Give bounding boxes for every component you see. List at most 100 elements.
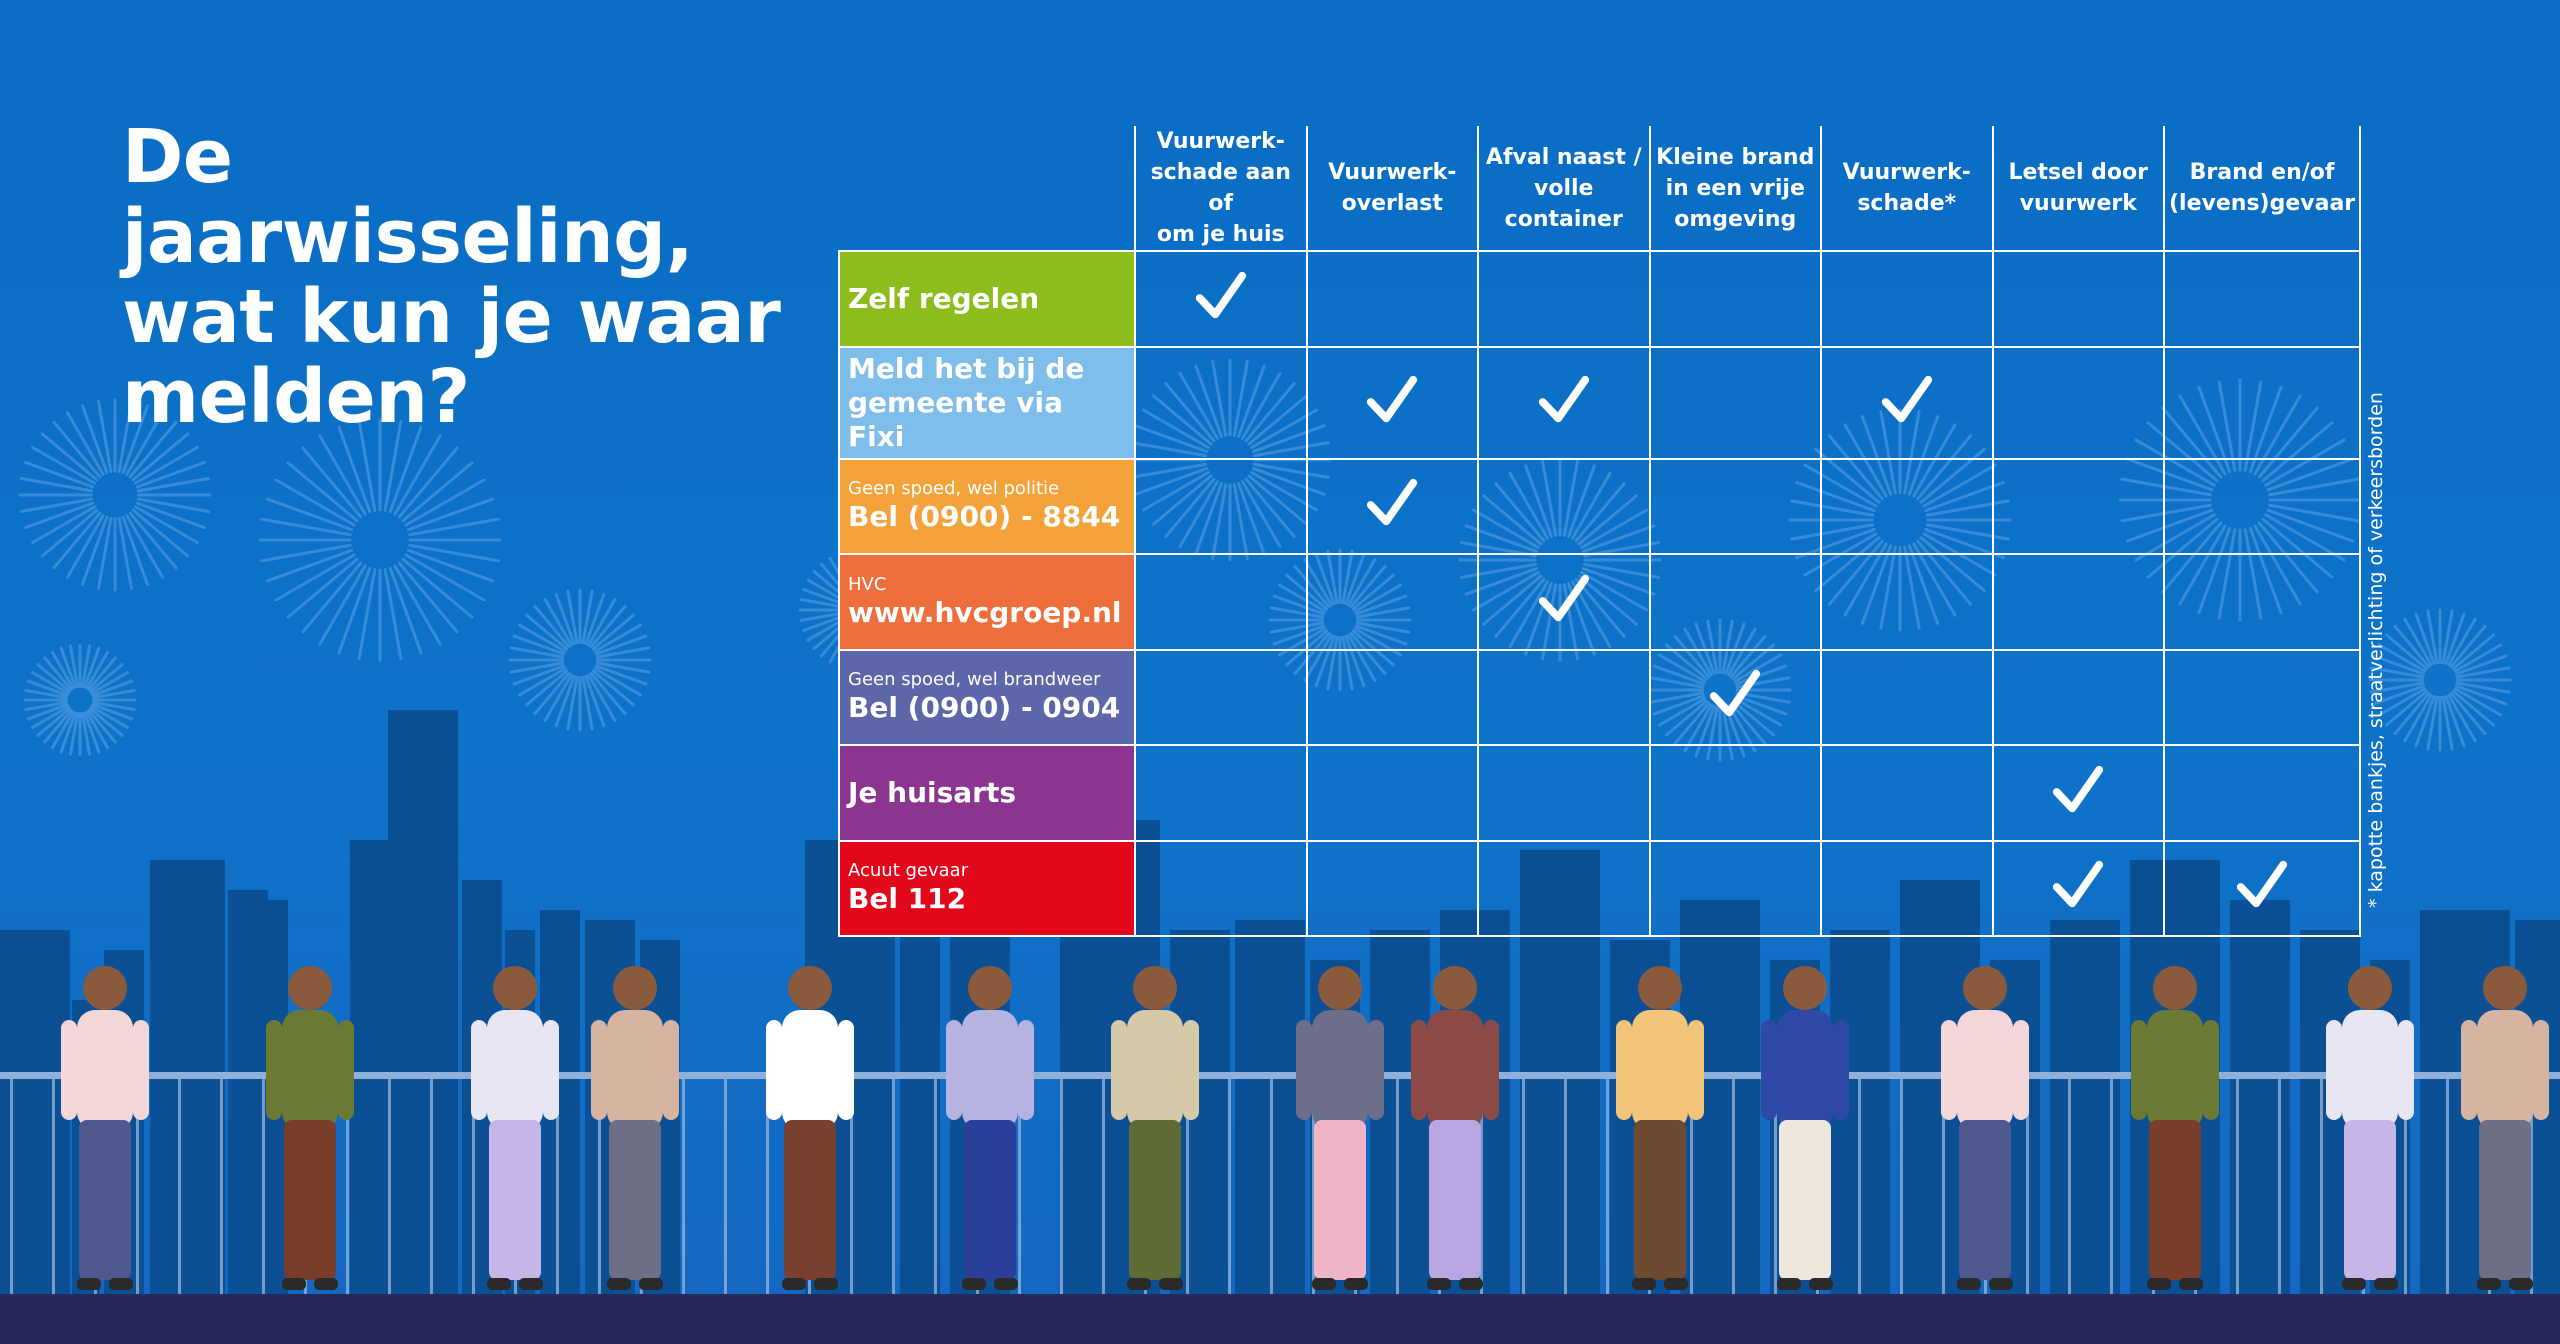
- matrix-cell: [1305, 648, 1479, 746]
- row-label-small: HVC: [848, 573, 887, 595]
- person-figure: [1111, 966, 1199, 1290]
- footnote: * kapotte bankjes, straatverlichting of …: [2356, 392, 2396, 908]
- column-header-3: Afval naast / volle container: [1477, 126, 1651, 251]
- railing-bar: [220, 1079, 223, 1294]
- matrix-body: Zelf regelen Meld het bij de gemeente via…: [838, 250, 2362, 937]
- railing-bar: [1228, 1079, 1231, 1294]
- person-figure: [1411, 966, 1499, 1290]
- column-header-line: om je huis: [1156, 222, 1285, 247]
- railing-bar: [430, 1079, 433, 1294]
- matrix-cell: [1648, 553, 1822, 651]
- railing-bar: [262, 1079, 265, 1294]
- railing-bar: [766, 1079, 769, 1294]
- column-header-line: Afval naast /: [1485, 144, 1642, 170]
- matrix-cell: [1648, 648, 1822, 746]
- person-figure: [2326, 966, 2414, 1290]
- matrix-cell: [1477, 839, 1651, 937]
- railing-bar: [2446, 1079, 2449, 1294]
- matrix-cell: [1477, 345, 1651, 460]
- matrix-cell: [1648, 345, 1822, 460]
- railing-bar: [1186, 1079, 1189, 1294]
- check-icon: [1363, 372, 1421, 430]
- matrix-row-zelf-regelen: Zelf regelen: [838, 250, 2362, 348]
- matrix-cell: [1648, 839, 1822, 937]
- matrix-cell: [2162, 839, 2362, 937]
- person-figure: [1941, 966, 2029, 1290]
- matrix-cell: [1477, 744, 1651, 842]
- matrix-cell: [1820, 648, 1994, 746]
- matrix-cell: [1134, 648, 1308, 746]
- row-label-main: Bel (0900) - 0904: [848, 691, 1121, 725]
- railing-bar: [892, 1079, 895, 1294]
- matrix-cell: [1991, 839, 2165, 937]
- column-header-line: volle: [1534, 175, 1594, 201]
- corner-cell: [839, 126, 1135, 251]
- railing-top: [0, 1072, 2560, 1079]
- matrix-cell: [1134, 345, 1308, 460]
- header-row: Vuurwerk-schade aan of om je huis Vuurwerk…: [839, 126, 2362, 251]
- railing-bar: [1522, 1079, 1525, 1294]
- column-header-line: vuurwerk: [2019, 191, 2137, 216]
- column-header-line: Kleine brand: [1656, 144, 1815, 170]
- row-label-zelf-regelen: Zelf regelen: [838, 250, 1136, 348]
- column-header-line: Brand en/of: [2189, 160, 2335, 185]
- railing-bar: [1396, 1079, 1399, 1294]
- matrix-cell: [1305, 345, 1479, 460]
- person-figure: [1761, 966, 1849, 1290]
- crowd: [61, 966, 2549, 1290]
- row-label-small: Geen spoed, wel brandweer: [848, 669, 1101, 691]
- matrix-cell: [1477, 250, 1651, 348]
- matrix-cell: [1305, 553, 1479, 651]
- floor: [0, 1294, 2560, 1344]
- matrix-row-huisarts: Je huisarts: [838, 744, 2362, 842]
- railing-bar: [2278, 1079, 2281, 1294]
- railing-bar: [1606, 1079, 1609, 1294]
- column-header-line: container: [1504, 206, 1623, 232]
- railing-bar: [472, 1079, 475, 1294]
- column-header-line: omgeving: [1674, 206, 1797, 232]
- railing-bar: [1270, 1079, 1273, 1294]
- row-label-politie: Geen spoed, wel politie Bel (0900) - 8844: [838, 457, 1136, 555]
- check-icon: [1363, 475, 1421, 533]
- column-header-1: Vuurwerk-schade aan of om je huis: [1134, 126, 1308, 251]
- railing-bar: [1942, 1079, 1945, 1294]
- railing-bar: [2110, 1079, 2113, 1294]
- person-figure: [2131, 966, 2219, 1290]
- matrix-cell: [1991, 553, 2165, 651]
- person-figure: [2461, 966, 2549, 1290]
- row-label-main: Bel (0900) - 8844: [848, 500, 1121, 534]
- matrix-cell: [2162, 648, 2362, 746]
- column-header-line: Vuurwerk-: [1842, 160, 1971, 185]
- matrix-cell: [1991, 744, 2165, 842]
- matrix-cell: [1477, 648, 1651, 746]
- railing-bar: [1060, 1079, 1063, 1294]
- matrix-cell: [1648, 457, 1822, 555]
- row-label-main: Bel 112: [848, 882, 967, 916]
- railing-bar: [1690, 1079, 1693, 1294]
- railing-bar: [136, 1079, 139, 1294]
- firework-burst: [258, 418, 502, 662]
- railing-bar: [2320, 1079, 2323, 1294]
- matrix-cell: [1305, 839, 1479, 937]
- matrix-cell: [1820, 744, 1994, 842]
- railing-bar: [1480, 1079, 1483, 1294]
- title-line-3: melden?: [122, 353, 470, 440]
- matrix-cell: [1134, 250, 1308, 348]
- title-line-1: De jaarwisseling,: [122, 114, 694, 280]
- check-icon: [1878, 372, 1936, 430]
- matrix-cell: [1477, 457, 1651, 555]
- building: [2050, 920, 2120, 1300]
- title-line-2: wat kun je waar: [122, 273, 781, 360]
- railing-bar: [850, 1079, 853, 1294]
- matrix-cell: [2162, 744, 2362, 842]
- matrix-cell: [1820, 345, 1994, 460]
- railing-bar: [178, 1079, 181, 1294]
- row-label-gemeente-fixi: Meld het bij de gemeente via Fixi: [838, 345, 1136, 460]
- building: [228, 890, 268, 1300]
- matrix-cell: [1991, 345, 2165, 460]
- column-header-7: Brand en/of (levens)gevaar: [2162, 126, 2362, 251]
- railing-bar: [1732, 1079, 1735, 1294]
- row-label-huisarts: Je huisarts: [838, 744, 1136, 842]
- person-figure: [591, 966, 679, 1290]
- matrix-cell: [2162, 553, 2362, 651]
